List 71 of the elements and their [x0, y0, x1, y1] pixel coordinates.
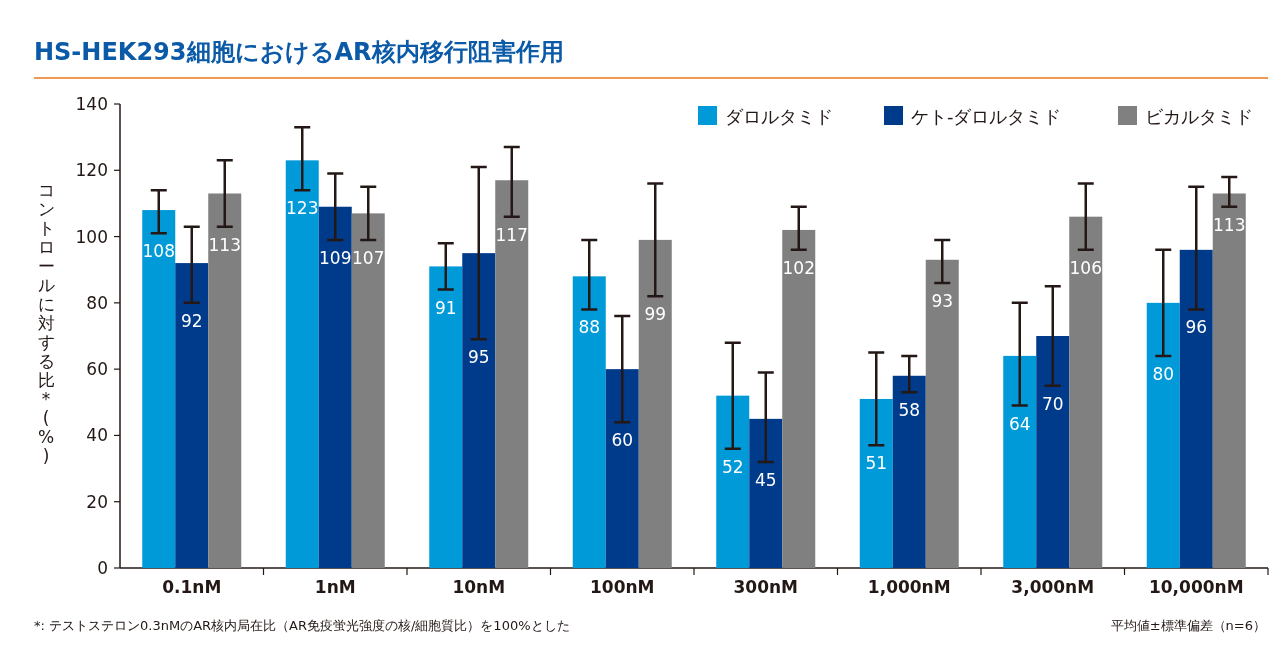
data-label: 80: [1152, 363, 1175, 384]
y-tick-label: 60: [86, 359, 108, 380]
data-label: 70: [1041, 393, 1064, 414]
x-tick-label: 1,000nM: [867, 577, 951, 597]
legend-label: ケト-ダロルタミド: [911, 106, 1062, 127]
bar: [351, 213, 385, 568]
text: コントロールに対する比*(%): [37, 180, 55, 466]
data-label: 60: [611, 430, 634, 451]
bar: [1036, 336, 1070, 568]
y-tick-label: 140: [75, 94, 108, 114]
y-tick-label: 20: [86, 491, 108, 512]
bar: [782, 229, 816, 568]
data-label: 113: [208, 234, 241, 255]
x-tick-label: 0.1nM: [162, 577, 222, 597]
bar: [716, 395, 750, 568]
data-label: 108: [142, 241, 175, 262]
y-tick-label: 0: [97, 558, 108, 578]
bar: [572, 276, 606, 568]
data-label: 95: [467, 347, 490, 368]
bar: [892, 375, 926, 568]
bar: [175, 263, 209, 568]
bar: [208, 193, 242, 568]
data-label: 51: [865, 453, 888, 474]
data-label: 99: [644, 304, 667, 325]
bar: [142, 210, 176, 568]
x-tick-label: 3,000nM: [1011, 577, 1095, 597]
x-tick-label: 300nM: [733, 577, 799, 597]
data-label: 102: [782, 257, 815, 278]
bar: [859, 398, 893, 568]
y-tick-label: 120: [75, 160, 108, 181]
bar: [1003, 355, 1037, 568]
data-label: 93: [931, 290, 954, 311]
chart-title: HS-HEK293細胞におけるAR核内移行阻害作用: [34, 38, 564, 66]
bar: [462, 253, 496, 568]
y-tick-label: 80: [86, 292, 108, 313]
bar: [605, 369, 639, 568]
bar: [285, 160, 319, 568]
data-label: 58: [898, 400, 921, 421]
data-label: 91: [434, 297, 457, 318]
data-label: 45: [754, 469, 777, 490]
bar: [318, 206, 352, 568]
bar: [1179, 249, 1213, 568]
text: 平均値±標準偏差（n=6）: [1110, 618, 1266, 633]
bar: [1069, 216, 1103, 568]
data-label: 113: [1213, 214, 1246, 235]
x-tick-label: 100nM: [589, 577, 655, 597]
data-label: 52: [721, 456, 744, 477]
data-label: 117: [495, 224, 528, 245]
bar: [495, 180, 529, 568]
bar: [749, 418, 783, 568]
data-label: 109: [319, 247, 352, 268]
bar: [925, 259, 959, 568]
x-tick-label: 10nM: [452, 577, 506, 597]
bar: [638, 239, 672, 568]
bar: [1146, 302, 1180, 568]
legend-label: ビカルタミド: [1145, 106, 1253, 127]
data-label: 123: [286, 198, 319, 219]
data-label: 92: [180, 310, 203, 331]
y-tick-label: 40: [86, 425, 108, 446]
data-label: 107: [352, 247, 385, 268]
bar: [1212, 193, 1246, 568]
data-label: 88: [578, 317, 601, 338]
data-label: 96: [1185, 317, 1208, 338]
x-tick-label: 10,000nM: [1148, 577, 1244, 597]
x-tick-label: 1nM: [314, 577, 356, 597]
bar: [429, 266, 463, 568]
text: *: テストステロン0.3nMのAR核内局在比（AR免疫蛍光強度の核/細胞質比）を100%とした: [34, 618, 570, 633]
data-label: 64: [1008, 413, 1031, 434]
data-label: 106: [1069, 257, 1102, 278]
legend-label: ダロルタミド: [725, 106, 833, 127]
y-tick-label: 100: [75, 226, 108, 247]
